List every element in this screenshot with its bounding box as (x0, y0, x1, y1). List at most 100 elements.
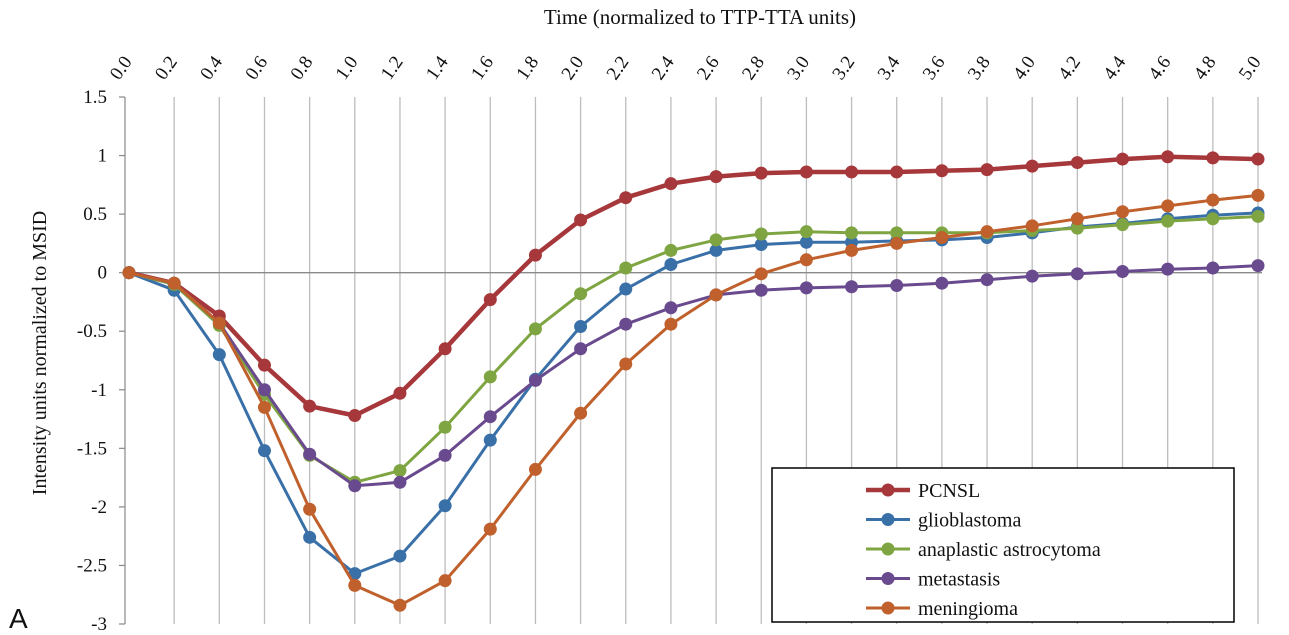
data-point (890, 226, 904, 240)
data-point (528, 248, 542, 262)
data-point (890, 236, 904, 250)
data-point (1206, 151, 1220, 165)
x-tick-label: 4.8 (1190, 52, 1221, 83)
data-point (393, 475, 407, 489)
data-point (845, 243, 859, 257)
x-tick-label: 1.2 (377, 52, 408, 83)
data-point (619, 191, 633, 205)
x-tick-label: 0.8 (287, 52, 318, 83)
data-point (257, 358, 271, 372)
data-point (845, 165, 859, 179)
x-axis-title: Time (normalized to TTP-TTA units) (544, 5, 856, 29)
y-tick-label: -3 (91, 614, 107, 635)
data-point (574, 406, 588, 420)
data-point (303, 447, 317, 461)
x-tick-label: 0.6 (241, 52, 272, 83)
data-point (890, 279, 904, 293)
data-point (1025, 269, 1039, 283)
legend-box (771, 467, 1235, 623)
data-point (122, 266, 136, 280)
data-point (1161, 262, 1175, 276)
data-point (1251, 209, 1265, 223)
data-point (799, 235, 813, 249)
data-point (709, 243, 723, 257)
series-pcnsl (122, 150, 1265, 423)
x-tick-label: 2.6 (693, 52, 724, 83)
data-point (167, 276, 181, 290)
x-tick-label: 5.0 (1235, 52, 1266, 83)
data-point (754, 238, 768, 252)
series-line (128, 154, 1259, 418)
data-point (1206, 193, 1220, 207)
data-point (754, 166, 768, 180)
data-point (1070, 156, 1084, 170)
series-group (122, 150, 1265, 612)
data-point (528, 373, 542, 387)
x-tick-label: 2.8 (738, 52, 769, 83)
x-tick-label: 0.4 (196, 52, 227, 84)
x-tick-label: 3.2 (828, 52, 859, 83)
legend-label: PCNSL (918, 480, 980, 502)
data-point (1206, 212, 1220, 226)
data-point (754, 283, 768, 297)
y-tick-label: 1.5 (83, 87, 107, 108)
data-point (1070, 221, 1084, 235)
data-point (348, 409, 362, 423)
data-point (483, 433, 497, 447)
data-point (845, 280, 859, 294)
data-point (438, 342, 452, 356)
data-point (664, 243, 678, 257)
data-point (393, 464, 407, 478)
data-point (754, 267, 768, 281)
data-point (935, 231, 949, 245)
data-point (303, 530, 317, 544)
x-tick-label: 3.0 (783, 52, 814, 83)
data-point (257, 383, 271, 397)
data-point (212, 348, 226, 362)
y-tick-label: -1 (91, 380, 107, 401)
series-line (128, 193, 1259, 607)
data-point (980, 225, 994, 239)
data-point (393, 598, 407, 612)
y-axis-title: Intensity units normalized to MSID (29, 211, 51, 495)
series-line (128, 264, 1259, 488)
series-meningioma (122, 188, 1265, 612)
data-point (438, 574, 452, 588)
data-point (574, 342, 588, 356)
data-point (709, 233, 723, 247)
x-tick-label: 4.2 (1054, 52, 1085, 83)
x-tick-label: 4.4 (1099, 52, 1130, 84)
data-point (483, 410, 497, 424)
legend-marker (881, 513, 895, 526)
data-point (1161, 199, 1175, 213)
data-point (1070, 267, 1084, 281)
data-point (528, 322, 542, 336)
data-point (664, 177, 678, 191)
data-point (1251, 259, 1265, 273)
data-point (980, 163, 994, 177)
x-tick-label: 0.0 (106, 52, 137, 83)
x-tick-label: 2.4 (648, 52, 679, 84)
y-tick-label: -0.5 (77, 321, 107, 342)
x-tick-label: 1.4 (422, 52, 453, 84)
data-point (574, 320, 588, 334)
data-point (393, 386, 407, 400)
x-tick-label: 4.6 (1145, 52, 1176, 83)
legend-label: anaplastic astrocytoma (918, 539, 1101, 561)
data-point (935, 164, 949, 178)
data-point (1025, 159, 1039, 173)
x-tick-label: 3.6 (919, 52, 950, 83)
data-point (348, 479, 362, 493)
x-tick-label: 1.0 (332, 52, 363, 83)
data-point (799, 225, 813, 239)
data-point (799, 165, 813, 179)
data-point (257, 444, 271, 458)
x-tick-label: 1.8 (512, 52, 543, 83)
legend-marker (881, 483, 895, 497)
data-point (303, 399, 317, 413)
x-tick-label: 1.6 (467, 52, 498, 83)
data-point (1161, 214, 1175, 228)
x-tick-label: 2.2 (603, 52, 634, 83)
data-point (845, 226, 859, 240)
